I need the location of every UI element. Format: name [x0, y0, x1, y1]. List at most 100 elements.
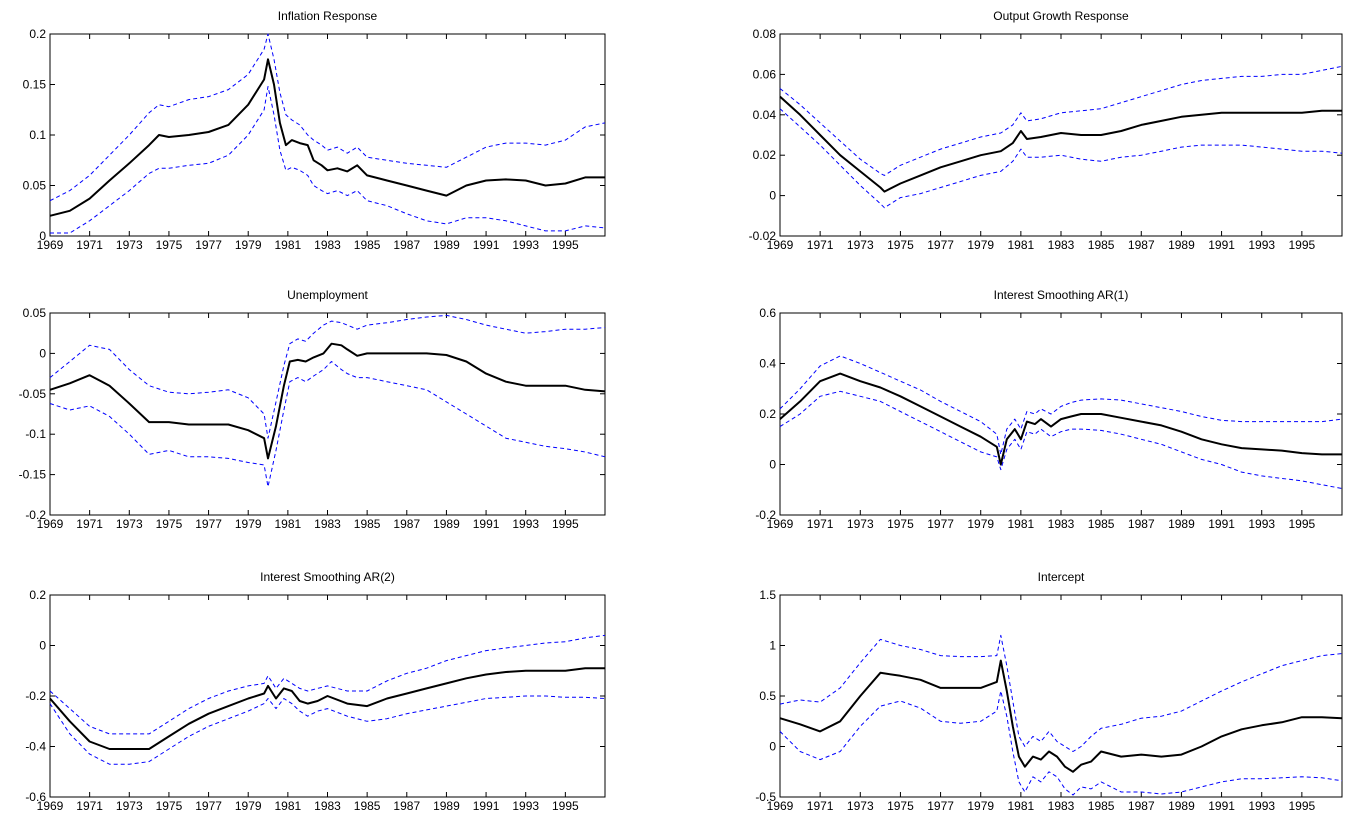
x-tick-label: 1991 [473, 517, 500, 531]
x-tick-label: 1989 [433, 238, 460, 252]
series-line-lower-band [779, 390, 1343, 489]
y-tick-label: 1.5 [759, 588, 776, 602]
x-tick-label: 1983 [314, 238, 341, 252]
x-tick-label: 1975 [887, 238, 914, 252]
x-tick-label: 1977 [927, 517, 954, 531]
x-tick-label: 1969 [767, 799, 794, 813]
x-tick-label: 1987 [1128, 238, 1155, 252]
series-line-mean [49, 342, 606, 460]
axes-frame [779, 594, 1343, 798]
y-tick-label: 0 [769, 740, 776, 754]
subplot-1: Inflation Response 1969 1971 1973 1975 1977 19… [23, 9, 606, 252]
series-line-upper-band [779, 65, 1343, 176]
x-tick-label: 1985 [354, 799, 381, 813]
x-tick-label: 1971 [76, 799, 103, 813]
x-tick-label: 1971 [807, 799, 834, 813]
x-tick-label: 1995 [552, 799, 579, 813]
axes-frame [49, 33, 606, 237]
x-tick-label: 1971 [76, 238, 103, 252]
x-tick-label: 1989 [433, 517, 460, 531]
x-tick-label: 1979 [235, 238, 262, 252]
subplot-title: Interest Smoothing AR(1) [994, 288, 1129, 302]
y-tick-label: 0.08 [753, 27, 777, 41]
x-tick-label: 1969 [37, 238, 64, 252]
x-tick-label: 1971 [76, 517, 103, 531]
x-tick-label: 1993 [512, 238, 539, 252]
y-tick-label: 0 [39, 639, 46, 653]
series-line-mean [49, 667, 605, 750]
x-tick-label: 1979 [967, 517, 994, 531]
subplot-title: Unemployment [287, 288, 368, 302]
y-tick-label: -0.5 [755, 790, 776, 804]
x-tick-label: 1971 [807, 517, 834, 531]
x-tick-label: 1995 [1289, 238, 1316, 252]
x-tick-label: 1979 [967, 799, 994, 813]
series-line-mean [779, 95, 1342, 193]
y-tick-label: 0.04 [753, 108, 777, 122]
series-line-mean [779, 659, 1343, 773]
x-tick-label: 1981 [275, 517, 302, 531]
axes-frame [779, 33, 1343, 237]
series-line-lower-band [779, 108, 1343, 209]
series-line-upper-band [49, 33, 606, 202]
x-tick-label: 1993 [1248, 238, 1275, 252]
x-tick-label: 1973 [116, 799, 143, 813]
y-tick-label: -0.1 [25, 427, 46, 441]
x-tick-label: 1995 [552, 238, 579, 252]
y-tick-label: 0.2 [29, 588, 46, 602]
series-line-lower-band [779, 690, 1343, 796]
y-tick-label: 0.2 [29, 27, 46, 41]
y-tick-label: 0 [39, 229, 46, 243]
series-line-upper-band [779, 634, 1343, 752]
x-tick-label: 1973 [116, 517, 143, 531]
x-tick-label: 1995 [552, 517, 579, 531]
x-tick-label: 1969 [767, 238, 794, 252]
y-tick-label: 0.5 [759, 689, 776, 703]
x-tick-label: 1989 [1168, 517, 1195, 531]
x-tick-label: 1983 [314, 799, 341, 813]
x-tick-label: 1975 [887, 799, 914, 813]
x-tick-label: 1981 [1008, 238, 1035, 252]
x-tick-label: 1977 [927, 799, 954, 813]
series-line-lower-band [49, 695, 606, 765]
x-tick-label: 1975 [156, 238, 183, 252]
x-tick-label: 1985 [1088, 517, 1115, 531]
y-tick-label: 0.4 [759, 357, 776, 371]
x-tick-label: 1983 [1048, 517, 1075, 531]
y-tick-label: 0.05 [23, 306, 47, 320]
x-tick-label: 1973 [847, 238, 874, 252]
y-tick-label: 0.06 [753, 67, 777, 81]
x-tick-label: 1979 [235, 799, 262, 813]
y-tick-label: -0.2 [25, 689, 46, 703]
subplot-title: Intercept [1038, 570, 1085, 584]
x-tick-label: 1991 [1208, 238, 1235, 252]
x-tick-label: 1973 [116, 238, 143, 252]
series-line-lower-band [50, 86, 606, 234]
series-line-mean [779, 372, 1342, 466]
y-tick-label: 0.05 [23, 179, 47, 193]
x-tick-label: 1973 [847, 799, 874, 813]
subplot-3: Unemployment 1969 1971 1973 1975 1977 1979 1981… [19, 288, 606, 531]
x-tick-label: 1981 [275, 238, 302, 252]
y-tick-label: -0.2 [755, 508, 776, 522]
x-tick-label: 1991 [473, 238, 500, 252]
y-tick-label: 0 [769, 189, 776, 203]
series-line-upper-band [779, 355, 1343, 455]
y-tick-label: -0.05 [19, 387, 47, 401]
x-tick-label: 1987 [393, 799, 420, 813]
x-tick-label: 1983 [1048, 799, 1075, 813]
x-tick-label: 1995 [1289, 799, 1316, 813]
subplot-title: Inflation Response [278, 9, 378, 23]
x-tick-label: 1987 [393, 238, 420, 252]
x-tick-label: 1975 [156, 517, 183, 531]
y-tick-label: 0.2 [759, 407, 776, 421]
subplot-2: Output Growth Response 1969 1971 1973 1975 19… [749, 9, 1343, 252]
subplot-title: Interest Smoothing AR(2) [260, 570, 395, 584]
y-tick-label: -0.02 [749, 229, 777, 243]
x-tick-label: 1987 [1128, 517, 1155, 531]
x-tick-label: 1981 [275, 799, 302, 813]
subplot-title: Output Growth Response [993, 9, 1129, 23]
x-tick-label: 1991 [1208, 517, 1235, 531]
x-tick-label: 1985 [1088, 238, 1115, 252]
